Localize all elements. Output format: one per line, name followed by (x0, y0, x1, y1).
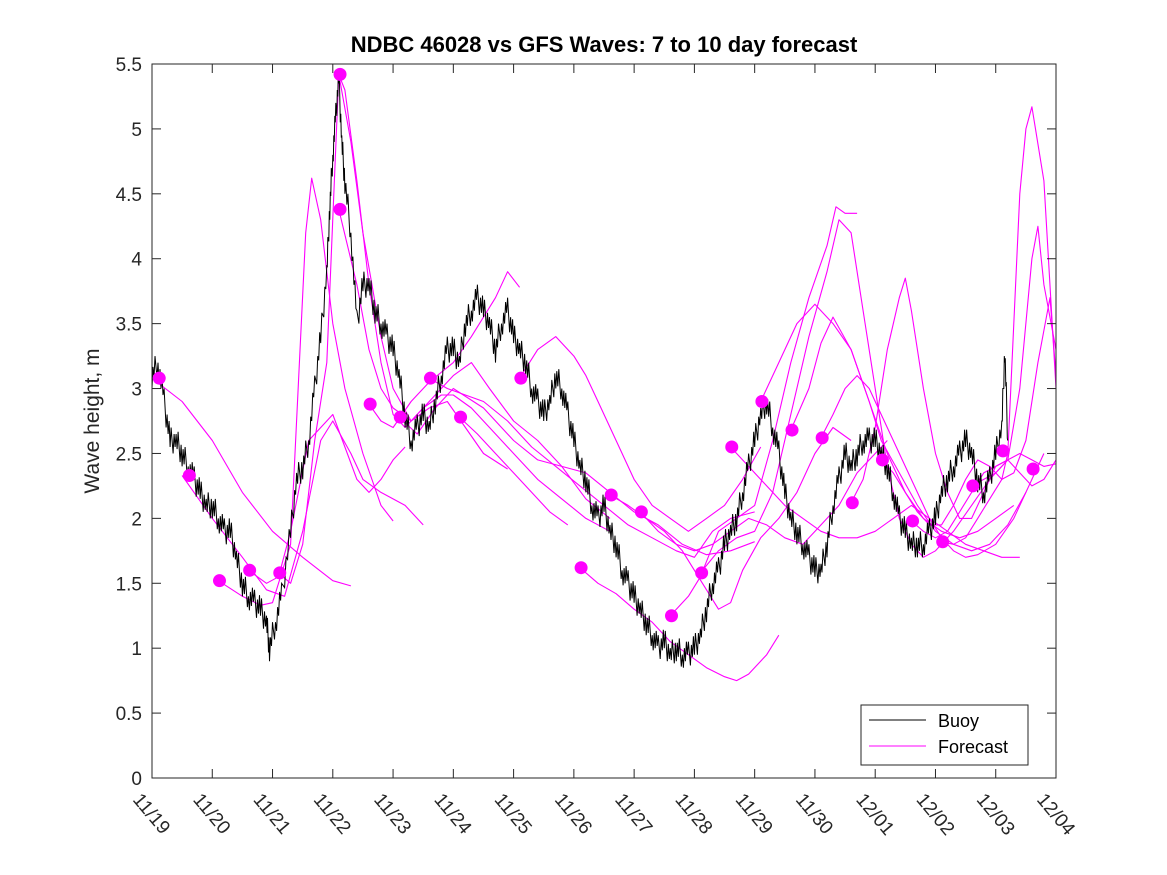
y-tick-label: 5 (131, 120, 142, 141)
axes-box (151, 63, 1057, 779)
buoy-line (151, 70, 1009, 668)
legend-forecast-label: Forecast (938, 737, 1008, 757)
forecast-line (971, 452, 1057, 487)
forecast-marker (936, 535, 950, 549)
legend-box (860, 704, 1029, 766)
y-tick-label: 2.5 (116, 444, 142, 465)
forecast-marker (815, 431, 829, 445)
forecast-marker (725, 440, 739, 454)
forecast-marker (393, 410, 407, 424)
forecast-marker (845, 496, 859, 510)
forecast-marker (906, 514, 920, 528)
forecast-marker (212, 574, 226, 588)
forecast-line (579, 567, 780, 682)
forecast-marker (695, 566, 709, 580)
y-tick-label: 4 (131, 250, 142, 271)
forecast-line (639, 440, 888, 552)
forecast-line (730, 446, 1020, 558)
forecast-marker (152, 371, 166, 385)
forecast-marker (755, 395, 769, 409)
forecast-marker (1026, 462, 1040, 476)
forecast-line (609, 426, 852, 610)
plot-area (152, 64, 1056, 778)
y-axis-ticks: 0 0.5 1 1.5 2 2.5 3 3.5 4 4.5 5 5.5 (116, 55, 1056, 790)
forecast-marker (875, 453, 889, 467)
y-tick-label: 3.5 (116, 315, 142, 336)
forecast-marker (182, 469, 196, 483)
y-tick-label: 1 (131, 639, 142, 660)
forecast-line (338, 209, 611, 519)
forecast-marker (996, 444, 1010, 458)
y-tick-label: 5.5 (116, 55, 142, 76)
forecast-line (880, 297, 1057, 526)
forecast-marker (243, 563, 257, 577)
y-axis-label: Wave height, m (81, 348, 104, 493)
forecast-marker (634, 505, 648, 519)
forecast-line (790, 316, 1027, 552)
forecast-marker (604, 488, 618, 502)
forecast-marker (966, 479, 980, 493)
forecast-marker (664, 609, 678, 623)
series-layer (151, 67, 1057, 682)
forecast-line (428, 377, 755, 558)
y-tick-label: 0.5 (116, 704, 142, 725)
y-tick-label: 4.5 (116, 185, 142, 206)
forecast-line (181, 420, 424, 597)
forecast-line (398, 387, 755, 556)
forecast-line (338, 74, 611, 532)
y-tick-label: 2 (131, 509, 142, 530)
forecast-line (459, 416, 569, 526)
forecast-marker (785, 423, 799, 437)
forecast-line (151, 377, 352, 587)
forecast-line (519, 336, 762, 532)
chart-title: NDBC 46028 vs GFS Waves: 7 to 10 day for… (351, 32, 858, 57)
y-tick-label: 0 (131, 769, 142, 790)
forecast-line (820, 375, 1045, 558)
forecast-line (218, 177, 394, 606)
forecast-marker (273, 566, 287, 580)
y-tick-label: 3 (131, 380, 142, 401)
forecast-line (760, 303, 1015, 539)
forecast-marker (514, 371, 528, 385)
legend-buoy-label: Buoy (938, 711, 979, 731)
forecast-line (368, 271, 521, 429)
forecast-marker (454, 410, 468, 424)
y-tick-label: 1.5 (116, 574, 142, 595)
forecast-marker (423, 371, 437, 385)
forecast-marker (363, 397, 377, 411)
forecast-marker (333, 67, 347, 81)
forecast-marker (333, 202, 347, 216)
forecast-marker (574, 561, 588, 575)
legend: Buoy Forecast (860, 704, 1029, 766)
